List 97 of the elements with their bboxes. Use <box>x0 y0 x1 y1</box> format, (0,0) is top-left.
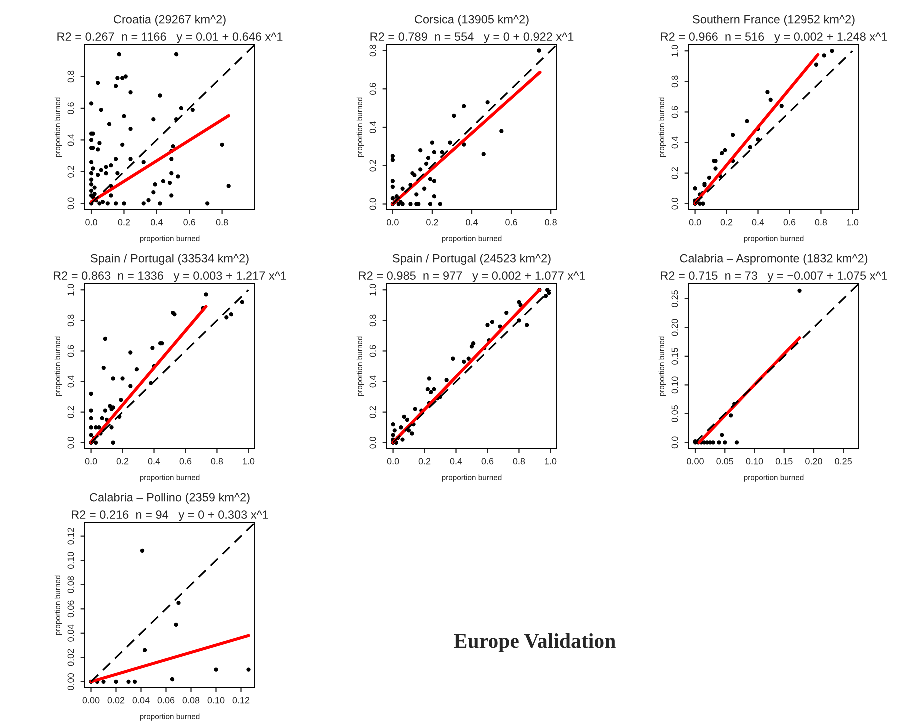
x-tick-label: 0.0 <box>689 219 702 226</box>
y-tick-label: 0.4 <box>672 136 678 149</box>
x-tick-label: 0.0 <box>387 458 400 465</box>
chart-subtitle: R2 = 0.789 n = 554 y = 0 + 0.922 x^1 <box>370 32 574 44</box>
x-tick-label: 0.2 <box>118 219 130 226</box>
chart-title: Corsica (13905 km^2) <box>415 15 529 26</box>
y-tick-label: 0.6 <box>370 83 376 96</box>
y-tick-label: 1.0 <box>370 284 376 296</box>
x-tick-label: 0.4 <box>466 219 478 226</box>
chart-subtitle: R2 = 0.966 n = 516 y = 0.002 + 1.248 x^1 <box>661 32 888 44</box>
x-tick-label: 0.10 <box>746 458 764 465</box>
y-tick-label: 0.0 <box>672 436 678 449</box>
x-tick-label: 0.4 <box>148 458 160 465</box>
x-tick-label: 0.10 <box>208 697 225 704</box>
x-tick-label: 0.2 <box>720 219 733 226</box>
chart-subtitle: R2 = 0.715 n = 73 y = −0.007 + 1.075 x^1 <box>661 272 888 282</box>
y-tick-label: 0.08 <box>68 576 74 594</box>
y-tick-label: 0.06 <box>68 600 74 618</box>
y-tick-label: 0.0 <box>370 198 376 210</box>
y-tick-label: 0.4 <box>370 376 376 388</box>
chart-subtitle: R2 = 0.863 n = 1336 y = 0.003 + 1.217 x^1 <box>54 272 286 282</box>
y-tick-label: 0.05 <box>672 406 678 422</box>
chart-title: Croatia (29267 km^2) <box>114 15 226 26</box>
x-tick-label: 0.00 <box>82 697 100 704</box>
chart-title: Calabria – Pollino (2359 km^2) <box>90 493 250 504</box>
y-tick-label: 0.2 <box>370 160 376 172</box>
x-tick-label: 0.4 <box>752 219 764 226</box>
y-tick-label: 0.0 <box>370 436 376 449</box>
chart-title: Southern France (12952 km^2) <box>693 15 855 26</box>
x-tick-label: 0.8 <box>815 219 828 226</box>
x-tick-label: 0.12 <box>232 697 250 704</box>
x-tick-label: 0.0 <box>85 458 98 465</box>
x-tick-label: 0.8 <box>513 458 526 465</box>
x-tick-label: 0.8 <box>545 219 557 226</box>
chart-title: Spain / Portugal (24523 km^2) <box>392 254 551 266</box>
x-tick-label: 0.2 <box>418 458 431 465</box>
y-tick-label: 0.8 <box>68 70 74 83</box>
y-tick-label: 0.0 <box>68 198 74 210</box>
x-tick-label: 0.4 <box>151 219 163 226</box>
y-tick-label: 0.0 <box>672 198 678 210</box>
y-tick-label: 0.6 <box>672 106 678 118</box>
chart-title: Spain / Portugal (33534 km^2) <box>90 254 249 266</box>
text: Europe Validation <box>454 634 616 652</box>
chart-subtitle: R2 = 0.216 n = 94 y = 0 + 0.303 x^1 <box>72 510 268 522</box>
y-tick-label: 1.0 <box>68 284 74 296</box>
y-tick-label: 0.4 <box>370 121 376 134</box>
y-tick-label: 0.8 <box>370 314 376 327</box>
y-tick-label: 0.4 <box>68 376 74 388</box>
x-tick-label: 0.00 <box>687 458 704 465</box>
x-tick-label: 0.20 <box>806 458 822 465</box>
chart-subtitle: R2 = 0.267 n = 1166 y = 0.01 + 0.646 x^1 <box>58 32 283 44</box>
y-tick-label: 0.2 <box>68 166 74 178</box>
x-tick-label: 1.0 <box>847 219 859 226</box>
x-tick-label: 0.0 <box>86 219 98 226</box>
x-tick-label: 0.6 <box>506 219 518 226</box>
y-tick-label: 0.00 <box>68 674 74 690</box>
chart-subtitle: R2 = 0.985 n = 977 y = 0.002 + 1.077 x^1 <box>359 272 586 282</box>
x-tick-label: 0.6 <box>784 219 796 226</box>
y-tick-label: 0.15 <box>672 348 678 365</box>
x-tick-label: 0.25 <box>835 458 852 465</box>
y-tick-label: 0.8 <box>68 314 74 327</box>
y-tick-label: 0.25 <box>672 290 678 308</box>
y-tick-label: 0.12 <box>68 528 74 545</box>
y-tick-label: 1.0 <box>672 45 678 57</box>
x-tick-label: 0.6 <box>184 219 196 226</box>
x-tick-label: 0.6 <box>180 458 192 465</box>
x-tick-label: 1.0 <box>243 458 255 465</box>
x-tick-label: 0.02 <box>108 697 125 704</box>
x-tick-label: 0.05 <box>716 458 734 465</box>
y-tick-label: 0.4 <box>68 134 74 146</box>
y-tick-label: 0.0 <box>68 436 74 449</box>
x-tick-label: 0.0 <box>387 219 399 226</box>
x-tick-label: 0.8 <box>211 458 224 465</box>
x-tick-label: 0.15 <box>776 458 793 465</box>
y-tick-label: 0.2 <box>68 406 74 418</box>
x-tick-label: 0.06 <box>158 697 175 704</box>
x-tick-label: 0.8 <box>216 219 228 226</box>
y-tick-label: 0.10 <box>68 552 74 570</box>
x-tick-label: 1.0 <box>545 458 557 465</box>
y-tick-label: 0.10 <box>672 376 678 394</box>
x-tick-label: 0.2 <box>426 219 438 226</box>
y-tick-label: 0.2 <box>370 406 376 418</box>
y-tick-label: 0.20 <box>672 319 678 336</box>
y-tick-label: 0.04 <box>68 624 74 642</box>
y-tick-label: 0.6 <box>370 345 376 358</box>
y-tick-label: 0.6 <box>68 345 74 358</box>
chart-title: Calabria – Aspromonte (1832 km^2) <box>680 254 868 266</box>
x-tick-label: 0.4 <box>450 458 462 465</box>
y-tick-label: 0.6 <box>68 102 74 114</box>
y-tick-label: 0.8 <box>370 44 376 57</box>
x-tick-label: 0.08 <box>182 697 200 704</box>
x-tick-label: 0.6 <box>482 458 494 465</box>
y-tick-label: 0.02 <box>68 649 74 666</box>
x-tick-label: 0.2 <box>116 458 129 465</box>
y-tick-label: 0.8 <box>672 76 678 88</box>
x-tick-label: 0.04 <box>132 697 150 704</box>
y-tick-label: 0.2 <box>672 168 678 180</box>
